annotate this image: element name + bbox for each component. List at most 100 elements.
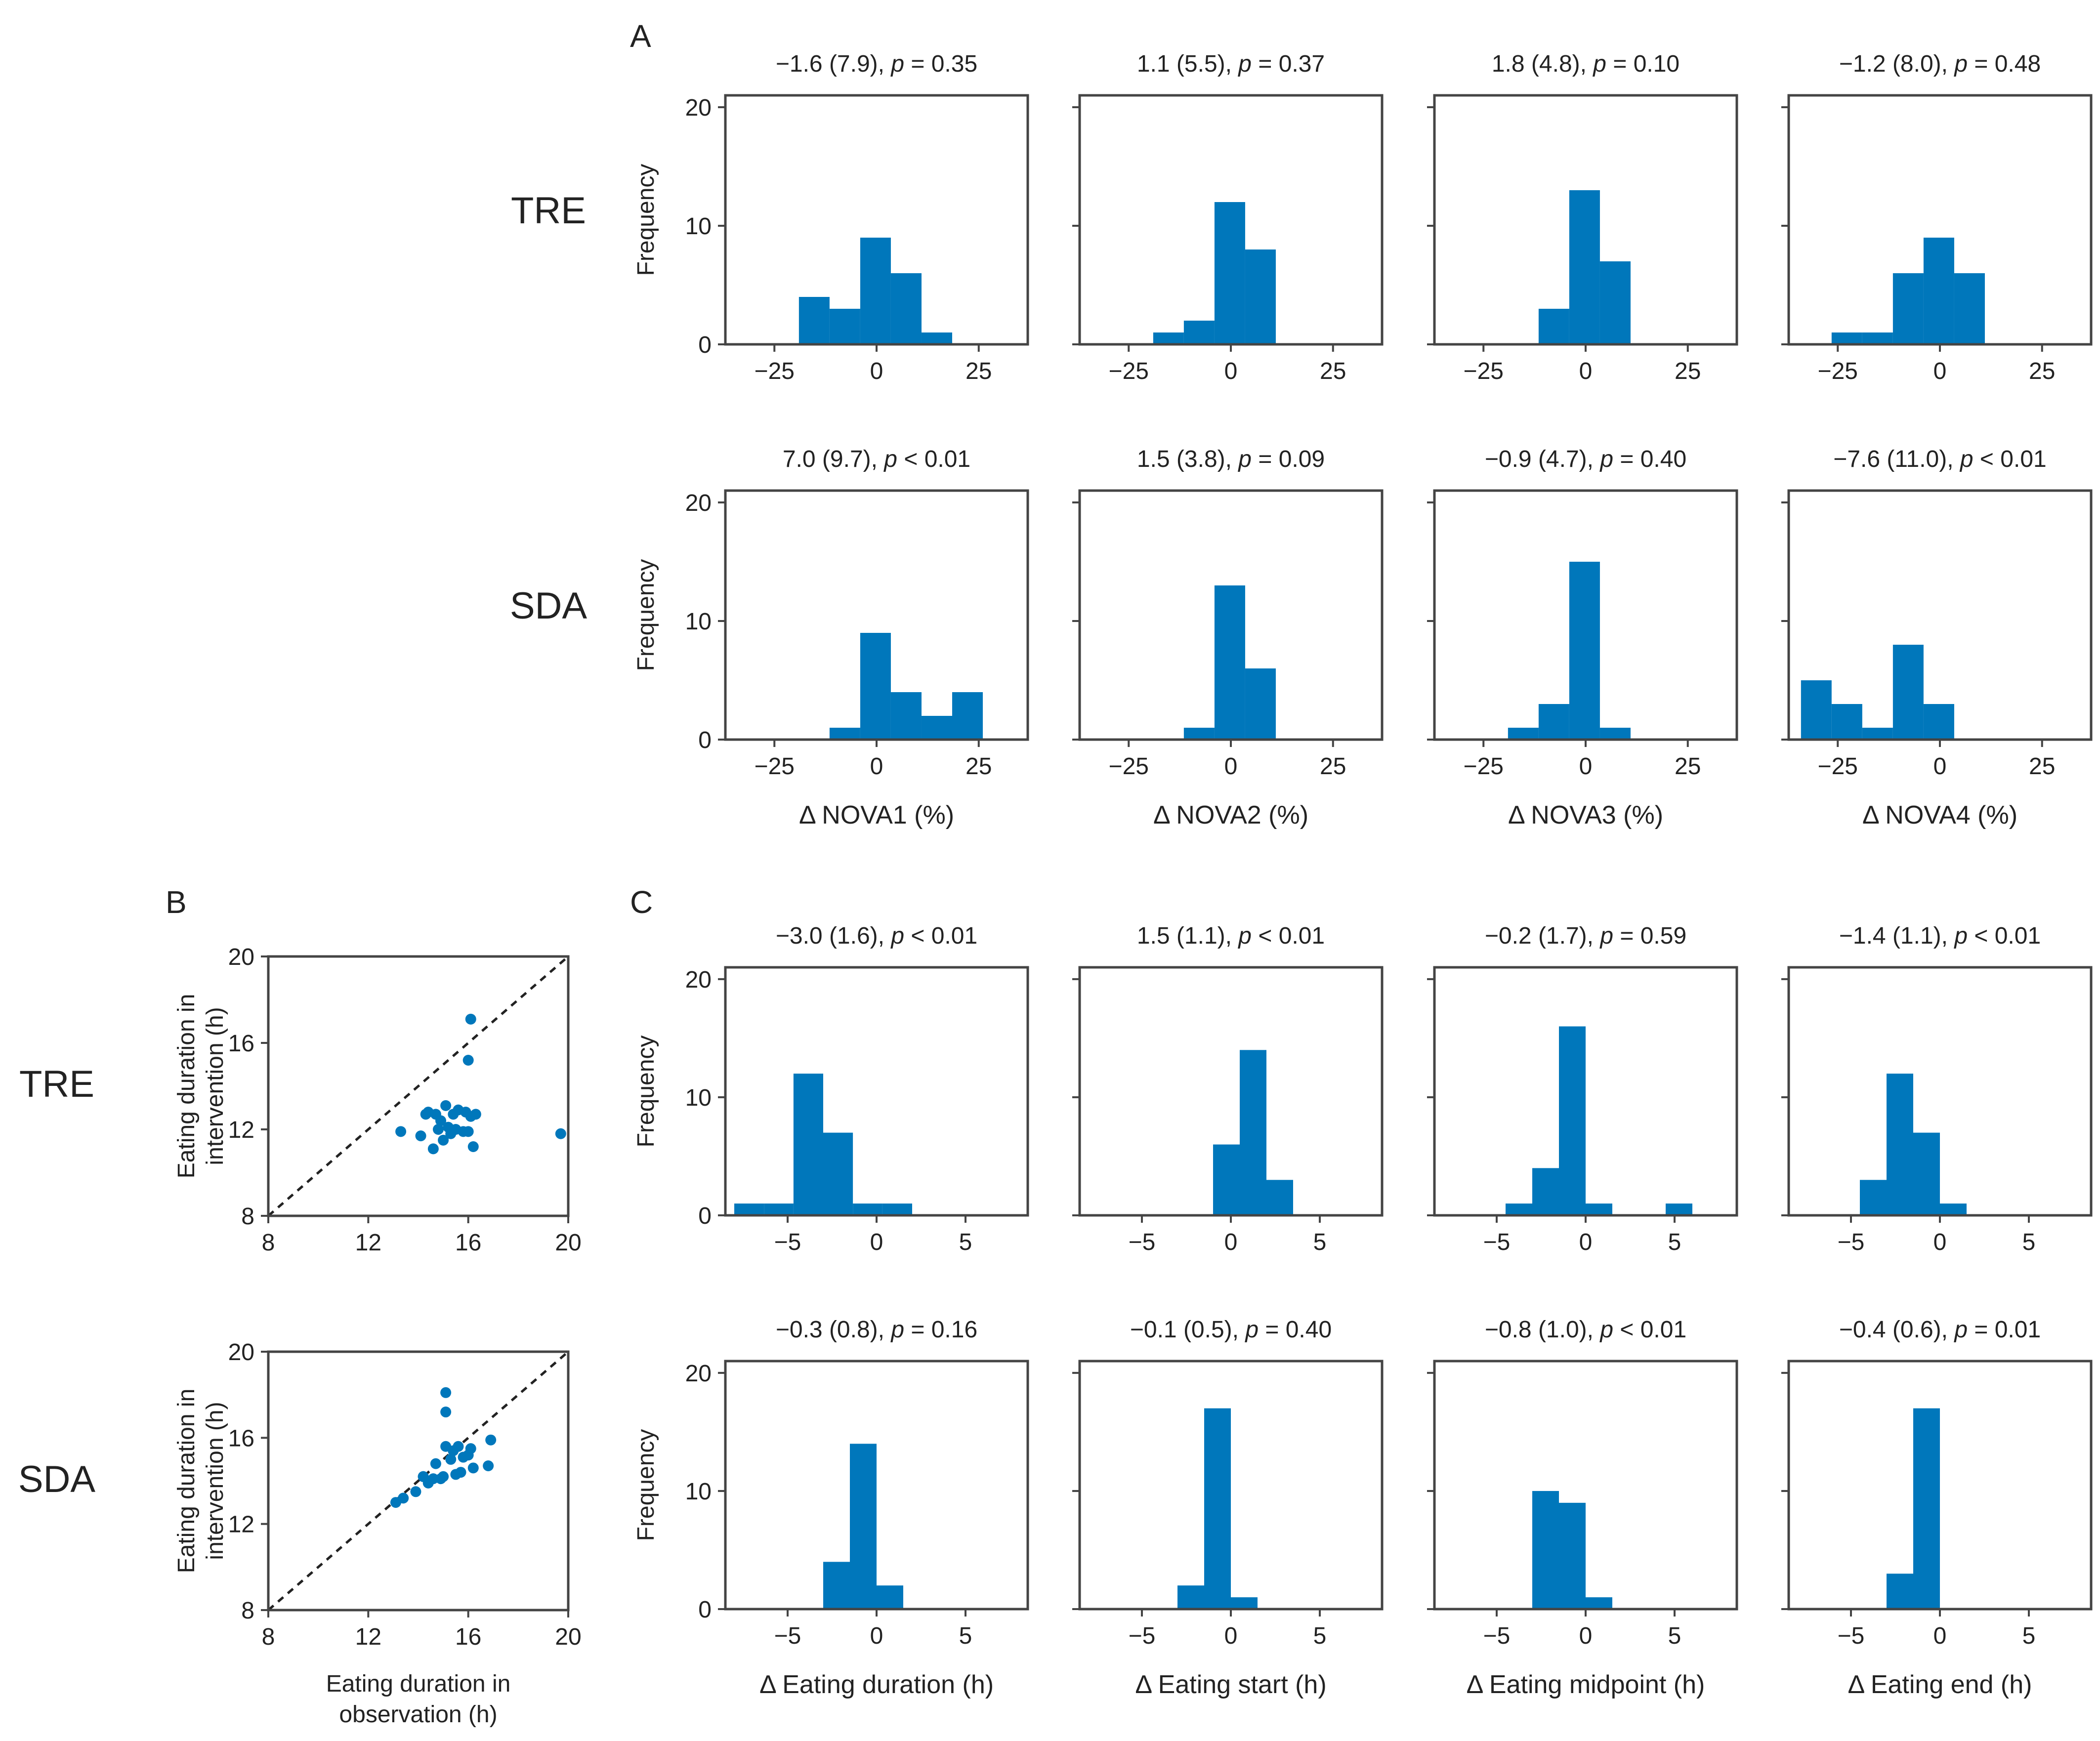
- scatter-point: [483, 1460, 494, 1471]
- y-axis-label-line: intervention (h): [202, 1402, 228, 1560]
- chart-c-sda-midpoint: −5 0 5 −0.8 (1.0), p < 0.01 Δ Eating midpoin…: [1427, 1317, 1738, 1699]
- title-p-symbol: p: [1244, 1317, 1259, 1343]
- axes-frame-top: [1787, 966, 2093, 1217]
- y-tick-label: 0: [698, 1597, 712, 1623]
- y-tick-label: 12: [228, 1512, 254, 1538]
- chart-a-sda-nova1: −25 0 25 0 10 20 7.0 (9.7), p < 0.01 Frequency Δ…: [633, 446, 1029, 829]
- x-tick-label: −25: [755, 753, 795, 780]
- chart-a-tre-nova4: −25 0 25 −1.2 (8.0), p = 0.48: [1781, 51, 2093, 384]
- histogram-bar: [1538, 309, 1569, 344]
- title-p-value: < 0.01: [897, 446, 970, 472]
- chart-c-sda-start: −5 0 5 −0.1 (0.5), p = 0.40 Δ Eating start (…: [1072, 1317, 1384, 1699]
- title-p-symbol: p: [1592, 51, 1606, 77]
- histogram-bar: [823, 1562, 850, 1609]
- histogram-bar: [1892, 645, 1924, 740]
- histogram-bar: [853, 1203, 882, 1215]
- scatter-point: [555, 1128, 566, 1139]
- histogram-bar: [1559, 1502, 1586, 1609]
- y-axis-label-line: intervention (h): [202, 1007, 228, 1165]
- y-tick-label: 8: [241, 1203, 254, 1230]
- histogram-bar: [890, 273, 922, 344]
- axes-frame-top: [1433, 966, 1738, 1217]
- identity-line: [267, 955, 569, 1217]
- title-p-symbol: p: [1953, 51, 1968, 77]
- axes-frame-top: [1433, 94, 1738, 346]
- axes-frame-top: [1078, 966, 1384, 1217]
- histogram-bar: [1923, 704, 1954, 740]
- scatter-point: [445, 1453, 457, 1465]
- scatter-point: [430, 1458, 441, 1469]
- x-tick-label: 5: [959, 1623, 972, 1649]
- title-stats: −7.6 (11.0),: [1833, 446, 1960, 472]
- y-tick-label: 10: [685, 1479, 712, 1505]
- title-p-symbol: p: [890, 51, 904, 77]
- histogram-bar: [1245, 668, 1276, 740]
- y-axis-label: Frequency: [633, 559, 659, 671]
- histogram-bar: [850, 1444, 877, 1609]
- y-tick-label: 16: [228, 1031, 254, 1057]
- plot-title: 7.0 (9.7), p < 0.01: [783, 446, 970, 472]
- title-p-value: = 0.09: [1252, 446, 1325, 472]
- title-p-value: = 0.40: [1613, 446, 1686, 472]
- title-p-value: < 0.01: [1968, 923, 2041, 949]
- x-tick-label: 0: [1224, 1229, 1238, 1255]
- x-tick-label: −5: [1483, 1229, 1511, 1255]
- chart-a-tre-nova1: −25 0 25 0 10 20 −1.6 (7.9), p = 0.35 Frequency: [633, 51, 1029, 384]
- histogram-bar: [882, 1203, 912, 1215]
- histogram-bar: [1213, 1144, 1240, 1215]
- histogram-bar: [921, 716, 952, 740]
- x-axis-label: Δ Eating duration (h): [759, 1670, 994, 1699]
- title-p-value: = 0.40: [1259, 1317, 1332, 1343]
- histogram-bar: [1586, 1597, 1612, 1609]
- x-tick-label: 8: [262, 1624, 275, 1650]
- y-tick-label: 10: [685, 609, 712, 635]
- title-stats: 1.8 (4.8),: [1492, 51, 1593, 77]
- y-axis-label: Frequency: [633, 1036, 659, 1148]
- plot-title: 1.1 (5.5), p = 0.37: [1137, 51, 1325, 77]
- scatter-point: [458, 1451, 469, 1463]
- scatter-point: [455, 1467, 466, 1478]
- x-tick-label: 0: [870, 358, 883, 384]
- row-label-b-sda: SDA: [18, 1458, 96, 1500]
- y-axis-label-line: Eating duration in: [173, 994, 200, 1179]
- y-axis-label: Eating duration in intervention (h): [173, 1389, 228, 1574]
- x-tick-label: 25: [1675, 358, 1701, 384]
- x-tick-label: 20: [555, 1230, 581, 1256]
- scatter-point: [462, 1126, 474, 1137]
- x-axis-label: Δ Eating end (h): [1848, 1670, 2032, 1699]
- axes-frame: [724, 966, 1029, 1217]
- x-tick-label: 0: [1224, 358, 1238, 384]
- plot-title: −0.8 (1.0), p < 0.01: [1485, 1317, 1686, 1343]
- title-p-symbol: p: [1599, 446, 1613, 472]
- histogram-bar: [877, 1585, 903, 1609]
- histogram-bar: [764, 1203, 794, 1215]
- x-tick-label: −25: [1818, 358, 1858, 384]
- title-p-value: = 0.48: [1968, 51, 2041, 77]
- title-p-value: = 0.16: [904, 1317, 977, 1343]
- x-tick-label: −5: [774, 1623, 801, 1649]
- x-tick-label: 12: [355, 1624, 381, 1650]
- histogram-bar: [823, 1132, 853, 1215]
- scatter-point: [440, 1407, 452, 1418]
- histogram-bar: [1801, 680, 1832, 740]
- scatter-point: [438, 1134, 449, 1146]
- title-p-symbol: p: [890, 1317, 904, 1343]
- x-tick-label: −25: [1464, 358, 1504, 384]
- histogram-bar: [1599, 261, 1631, 344]
- scatter-point: [465, 1443, 476, 1454]
- chart-c-tre-midpoint: −5 0 5 −0.2 (1.7), p = 0.59: [1427, 923, 1738, 1255]
- plot-title: −0.2 (1.7), p = 0.59: [1485, 923, 1686, 949]
- y-tick-label: 20: [685, 95, 712, 121]
- histogram-bar: [1266, 1180, 1293, 1215]
- x-tick-label: 0: [870, 1623, 883, 1649]
- x-tick-label: 0: [1933, 358, 1947, 384]
- axes-frame-top: [1078, 489, 1384, 741]
- x-tick-label: −5: [1129, 1623, 1156, 1649]
- title-p-symbol: p: [890, 923, 904, 949]
- x-tick-label: 16: [455, 1230, 481, 1256]
- title-p-symbol: p: [1237, 51, 1252, 77]
- chart-a-sda-nova2: −25 0 25 1.5 (3.8), p = 0.09 Δ NOVA2 (%): [1072, 446, 1384, 829]
- scatter-point: [415, 1130, 426, 1142]
